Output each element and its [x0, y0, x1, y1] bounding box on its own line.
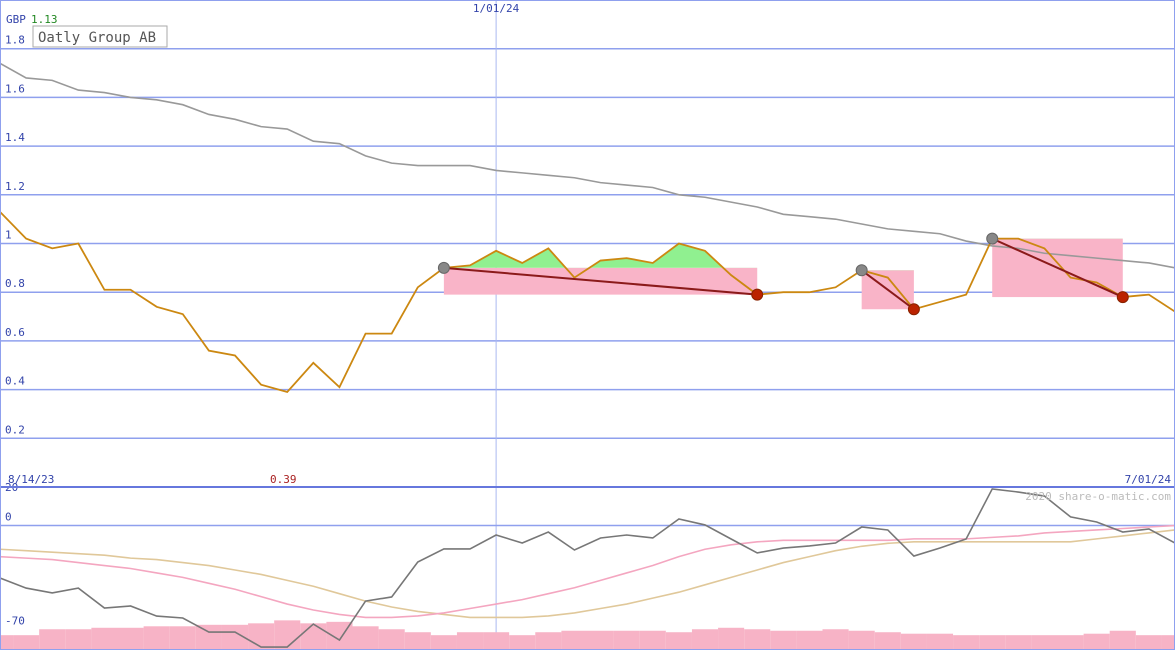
bar	[378, 629, 405, 650]
bar	[1005, 635, 1032, 650]
y-tick-label: 1.6	[5, 82, 25, 95]
end-date: 7/01/24	[1125, 473, 1172, 486]
bar	[143, 626, 170, 650]
bar	[1083, 633, 1110, 650]
signal-start	[986, 232, 999, 245]
bar	[13, 635, 40, 650]
title-box	[32, 25, 168, 48]
bar	[117, 627, 144, 650]
bar	[0, 635, 14, 650]
bar	[535, 632, 562, 650]
signal-end	[1116, 291, 1129, 304]
signal-gain-area	[992, 238, 1123, 239]
series-line	[0, 529, 1175, 619]
series-line	[0, 488, 1175, 648]
bar	[691, 629, 719, 650]
trend-line	[443, 266, 758, 296]
bar	[639, 630, 666, 650]
y-tick-label: 0.2	[5, 423, 25, 436]
series-line	[0, 524, 1175, 619]
bar	[195, 624, 222, 650]
signal-start	[855, 264, 868, 277]
bar	[509, 635, 536, 650]
bar	[561, 630, 588, 650]
bar	[300, 623, 327, 650]
last-price: 1.13	[31, 13, 58, 26]
bar	[1161, 635, 1175, 650]
bar	[65, 629, 92, 650]
watermark: 2020 share-o-matic.com	[1025, 490, 1171, 503]
bar	[169, 626, 196, 650]
y-tick-label: -70	[5, 614, 25, 627]
bar	[274, 620, 301, 650]
currency-label: GBP	[6, 13, 26, 26]
bar	[404, 632, 431, 650]
signal-gain-area	[861, 270, 914, 271]
bar	[1057, 635, 1084, 650]
bar	[718, 627, 745, 650]
bar	[248, 623, 275, 650]
bar	[926, 633, 954, 650]
bar	[953, 635, 980, 650]
bar	[796, 630, 823, 650]
low-price: 0.39	[270, 473, 297, 486]
y-tick-label: 1.8	[5, 34, 25, 47]
series-line	[0, 62, 1175, 269]
bar	[587, 630, 614, 650]
bar	[822, 629, 849, 650]
trend-line	[991, 237, 1124, 298]
bar	[430, 635, 457, 650]
y-tick-label: 0.6	[5, 326, 25, 339]
bar	[1135, 635, 1162, 650]
bar	[848, 630, 875, 650]
trend-line	[861, 269, 915, 311]
bar	[613, 630, 640, 650]
bar	[1031, 635, 1058, 650]
bar	[39, 629, 66, 650]
y-tick-label: 1.2	[5, 180, 25, 193]
date-label: 1/01/24	[473, 2, 520, 15]
chart-title: Oatly Group AB	[38, 30, 156, 46]
start-date: 8/14/23	[8, 473, 54, 486]
bar	[744, 629, 771, 650]
signal-start	[437, 261, 450, 274]
signal-gain-area	[443, 243, 758, 268]
y-tick-label: 1.4	[5, 131, 25, 144]
signal-end	[907, 303, 920, 316]
bar	[979, 635, 1006, 650]
bar	[900, 633, 927, 650]
bar	[456, 632, 484, 650]
bar	[352, 626, 379, 650]
bar	[1109, 630, 1136, 650]
y-tick-label: 0	[5, 511, 12, 524]
y-tick-label: 1	[5, 229, 12, 242]
signal-end	[751, 288, 764, 301]
y-tick-label: 0.4	[5, 375, 25, 388]
y-tick-label: 0.8	[5, 277, 25, 290]
bar	[483, 632, 510, 650]
bar	[770, 630, 797, 650]
series-line	[0, 211, 1175, 394]
bar	[91, 627, 118, 650]
bar	[665, 632, 692, 650]
bar	[874, 632, 901, 650]
